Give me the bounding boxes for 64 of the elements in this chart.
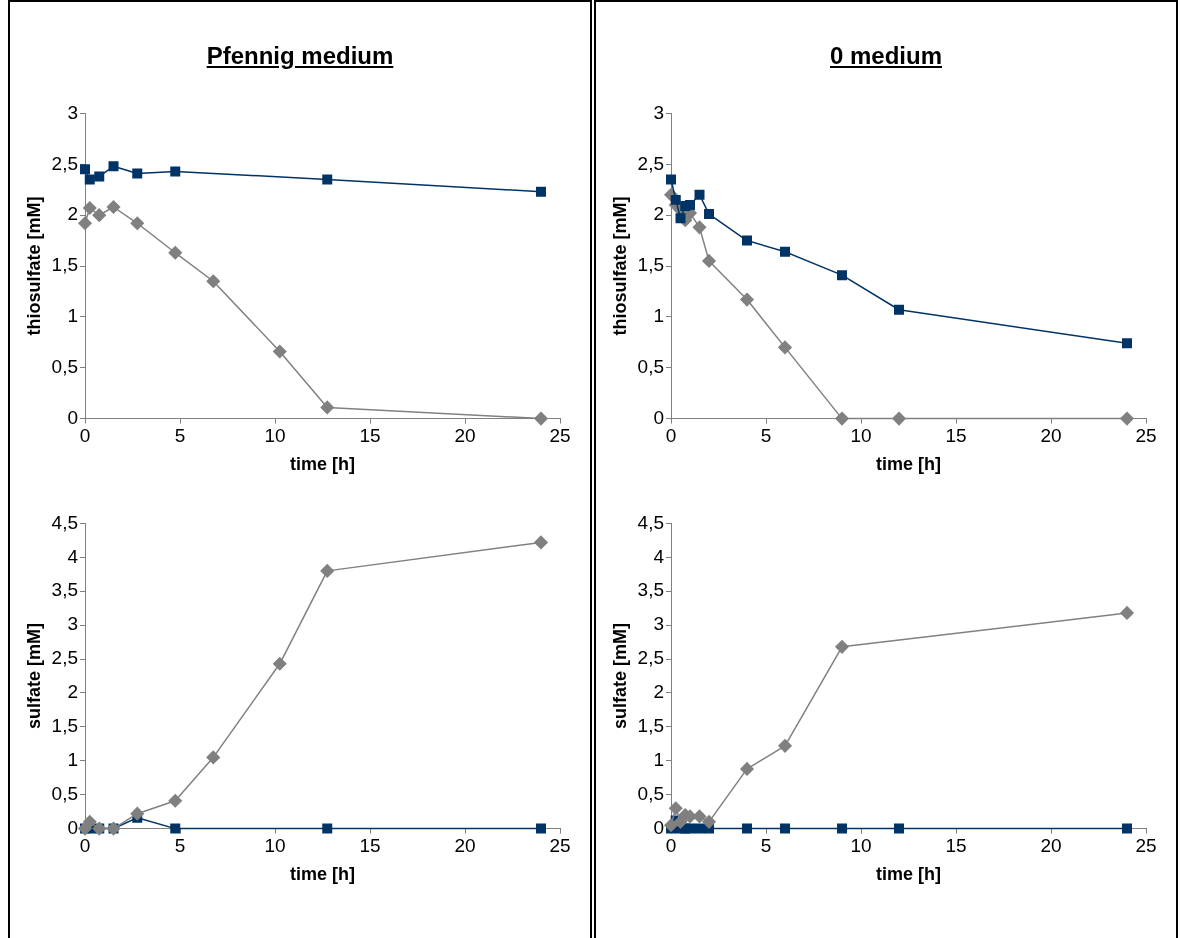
x-tick-label: 25: [1135, 425, 1157, 447]
y-tick-label: 0: [653, 816, 665, 838]
x-tick-label: 5: [760, 835, 772, 857]
y-tick-label: 0,5: [51, 782, 79, 804]
y-tick-label: 2: [67, 681, 79, 703]
y-tick-label: 4,5: [637, 511, 665, 533]
y-axis-title: sulfate [mM]: [609, 622, 630, 730]
y-tick-label: 1: [67, 749, 79, 771]
y-tick-label: 3,5: [637, 579, 665, 601]
y-tick-label: 1,5: [51, 715, 79, 737]
x-tick-label: 5: [174, 835, 186, 857]
y-tick-label: 0: [67, 816, 79, 838]
y-tick-label: 2,5: [637, 647, 665, 669]
x-tick-label: 5: [760, 425, 772, 447]
y-tick-label: 2: [653, 203, 665, 225]
x-tick-label: 25: [549, 835, 571, 857]
x-tick-label: 10: [850, 425, 872, 447]
x-tick-label: 20: [454, 425, 476, 447]
chart-title: Pfennig medium: [205, 42, 395, 70]
y-tick-label: 1: [653, 749, 665, 771]
x-axis-title: time [h]: [290, 454, 356, 475]
y-tick-label: 0: [653, 406, 665, 428]
y-tick-label: 0,5: [637, 355, 665, 377]
y-tick-label: 0: [67, 406, 79, 428]
y-tick-label: 2,5: [637, 152, 665, 174]
y-axis-title: thiosulfate [mM]: [609, 196, 630, 336]
x-tick-label: 20: [1040, 425, 1062, 447]
x-tick-label: 15: [945, 835, 967, 857]
x-tick-label: 20: [454, 835, 476, 857]
y-tick-label: 2,5: [51, 647, 79, 669]
x-tick-label: 10: [850, 835, 872, 857]
x-tick-label: 20: [1040, 835, 1062, 857]
y-tick-label: 1,5: [51, 254, 79, 276]
y-tick-label: 1: [653, 305, 665, 327]
y-tick-label: 3: [67, 101, 79, 123]
y-tick-label: 4: [67, 545, 79, 567]
x-tick-label: 15: [359, 835, 381, 857]
y-tick-label: 3: [653, 101, 665, 123]
x-tick-label: 15: [945, 425, 967, 447]
y-tick-label: 3: [653, 613, 665, 635]
x-tick-label: 10: [264, 425, 286, 447]
y-tick-label: 4,5: [51, 511, 79, 533]
y-tick-label: 1,5: [637, 254, 665, 276]
x-tick-label: 10: [264, 835, 286, 857]
x-tick-label: 15: [359, 425, 381, 447]
y-tick-label: 0,5: [51, 355, 79, 377]
y-tick-label: 2,5: [51, 152, 79, 174]
y-axis-title: thiosulfate [mM]: [23, 196, 44, 336]
y-tick-label: 0,5: [637, 782, 665, 804]
y-tick-label: 3,5: [51, 579, 79, 601]
y-tick-label: 1: [67, 305, 79, 327]
y-tick-label: 2: [67, 203, 79, 225]
y-axis-title: sulfate [mM]: [23, 622, 44, 730]
y-tick-label: 2: [653, 681, 665, 703]
x-tick-label: 25: [1135, 835, 1157, 857]
x-axis-title: time [h]: [876, 864, 942, 885]
y-tick-label: 1,5: [637, 715, 665, 737]
x-axis-title: time [h]: [876, 454, 942, 475]
y-tick-label: 4: [653, 545, 665, 567]
x-tick-label: 25: [549, 425, 571, 447]
x-axis-title: time [h]: [290, 864, 356, 885]
x-tick-label: 5: [174, 425, 186, 447]
chart-title: 0 medium: [829, 42, 943, 70]
y-tick-label: 3: [67, 613, 79, 635]
